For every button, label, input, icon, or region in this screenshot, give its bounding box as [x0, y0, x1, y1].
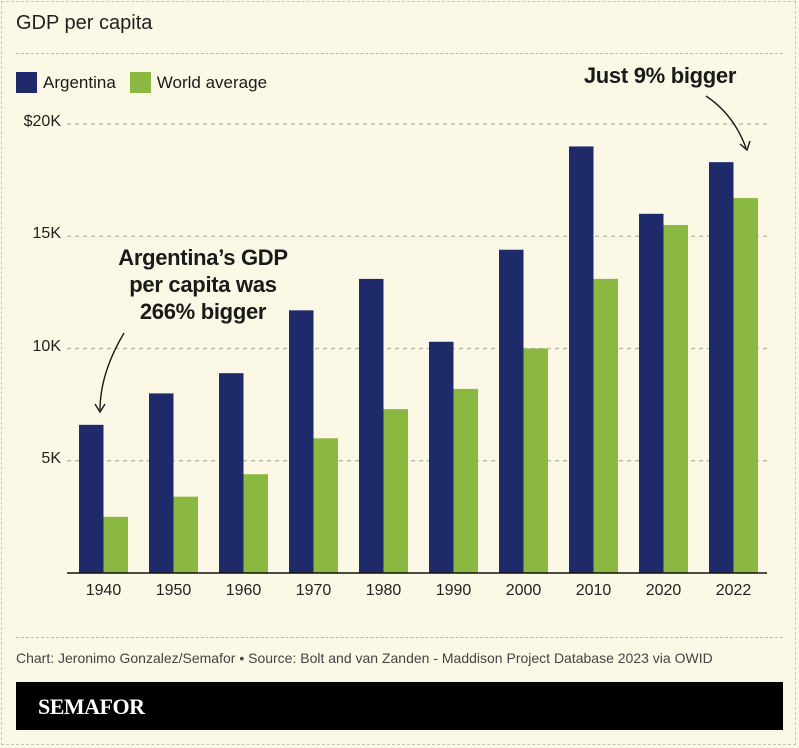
y-tick-label: 10K — [32, 337, 61, 355]
legend-label-argentina: Argentina — [43, 72, 116, 92]
bar-argentina-1970 — [289, 310, 314, 573]
y-tick-label: 15K — [32, 225, 61, 243]
annotation-1940: Argentina’s GDP per capita was 266% bigg… — [88, 244, 318, 325]
arrow-1940 — [99, 332, 125, 411]
annotation-1940-line-2: per capita was — [129, 272, 277, 297]
bar-world-average-1950 — [173, 496, 198, 573]
divider-bottom — [16, 637, 783, 638]
bar-argentina-2010 — [569, 146, 594, 573]
x-tick-label: 1990 — [435, 582, 472, 599]
annotation-1940-line-3: 266% bigger — [139, 299, 267, 324]
legend-item-argentina: Argentina — [16, 72, 116, 93]
bar-argentina-1990 — [429, 341, 454, 573]
legend: Argentina World average — [16, 72, 281, 93]
bar-argentina-1960 — [219, 373, 244, 573]
bar-world-average-2022 — [733, 198, 758, 573]
x-tick-label: 1950 — [155, 582, 192, 599]
chart-title: GDP per capita — [16, 12, 153, 34]
bar-argentina-1940 — [79, 424, 104, 573]
x-tick-label: 1970 — [295, 582, 332, 599]
annotation-2022: Just 9% bigger — [583, 63, 737, 88]
arrowhead-2022 — [739, 140, 751, 152]
bar-argentina-1980 — [359, 278, 384, 573]
divider-top — [16, 53, 783, 54]
arrowhead-1940 — [94, 403, 106, 414]
arrow-2022 — [705, 95, 747, 149]
legend-swatch-world — [129, 72, 151, 93]
semafor-logo: SEMAFOR — [38, 694, 145, 719]
x-tick-label: 2010 — [575, 582, 612, 599]
legend-label-world: World average — [156, 72, 268, 92]
legend-swatch-argentina — [16, 72, 37, 93]
bar-world-average-1990 — [453, 388, 478, 573]
y-tick-label: 5K — [41, 449, 61, 467]
source-note: Chart: Jeronimo Gonzalez/Semafor • Sourc… — [16, 650, 713, 666]
brand-bar: SEMAFOR — [16, 682, 783, 730]
y-tick-label: $20K — [23, 113, 61, 130]
x-tick-label: 1940 — [85, 582, 122, 599]
x-tick-label: 2022 — [715, 582, 752, 599]
legend-item-world: World average — [129, 72, 268, 93]
bar-argentina-1950 — [149, 393, 174, 573]
bar-argentina-2020 — [639, 213, 664, 574]
bar-world-average-2010 — [593, 278, 618, 573]
x-tick-label: 2020 — [645, 582, 682, 599]
bar-argentina-2000 — [499, 249, 524, 573]
bar-world-average-2020 — [663, 225, 688, 573]
bar-world-average-1960 — [243, 474, 268, 573]
bar-world-average-1980 — [383, 409, 408, 573]
bar-world-average-1970 — [313, 438, 338, 573]
annotation-1940-line-1: Argentina’s GDP — [118, 245, 288, 270]
bar-chart — [67, 95, 767, 574]
x-tick-label: 1960 — [225, 582, 262, 599]
bar-world-average-1940 — [103, 516, 128, 573]
x-tick-label: 1980 — [365, 582, 402, 599]
bar-argentina-2022 — [709, 162, 734, 574]
x-tick-label: 2000 — [505, 582, 542, 599]
bar-world-average-2000 — [523, 348, 548, 573]
